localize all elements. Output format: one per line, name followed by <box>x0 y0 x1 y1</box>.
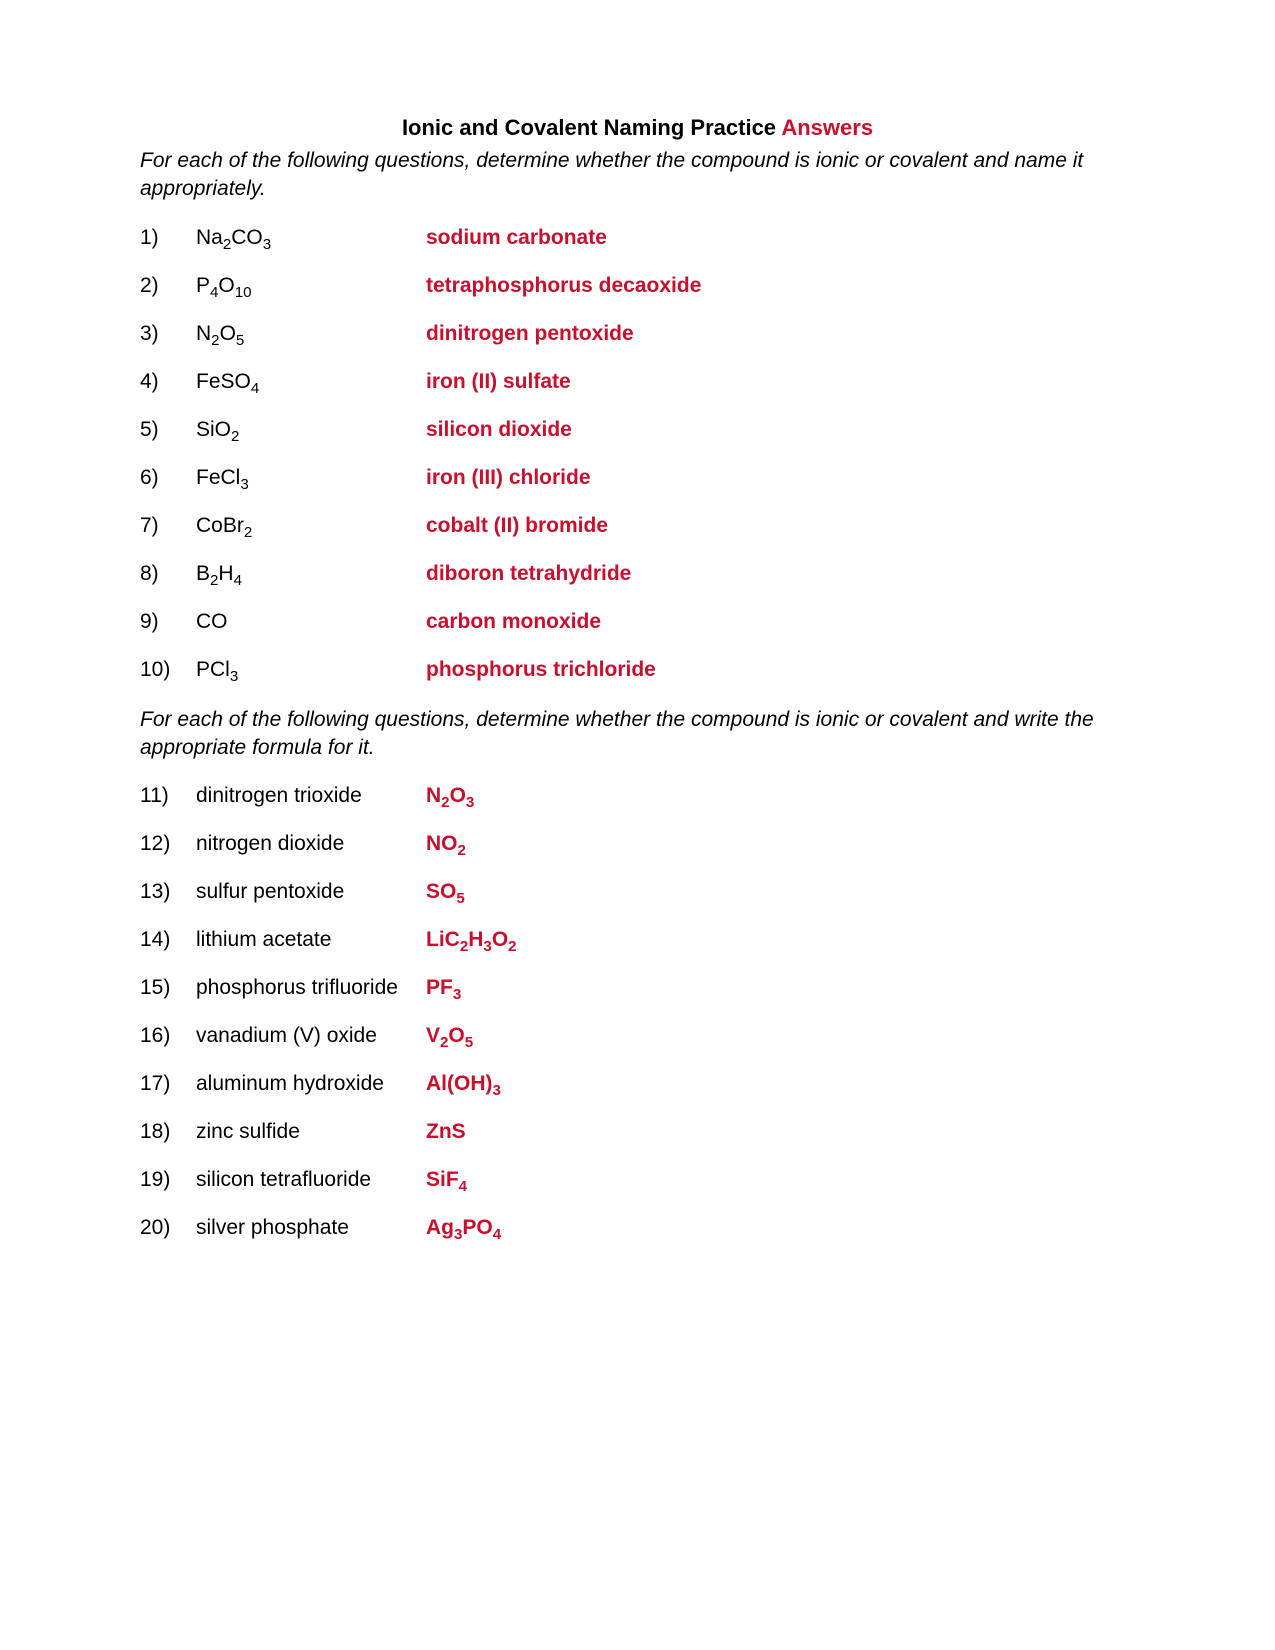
question-row: 9)COcarbon monoxide <box>140 610 1135 634</box>
compound-name: zinc sulfide <box>196 1120 426 1144</box>
answer-name: silicon dioxide <box>426 418 572 442</box>
title-answers: Answers <box>781 115 873 140</box>
question-number: 3) <box>140 322 196 346</box>
question-row: 16)vanadium (V) oxideV2O5 <box>140 1024 1135 1048</box>
answer-name: iron (II) sulfate <box>426 370 571 394</box>
question-row: 1)Na2CO3sodium carbonate <box>140 226 1135 250</box>
compound-formula: CO <box>196 610 426 634</box>
question-row: 13)sulfur pentoxideSO5 <box>140 880 1135 904</box>
question-number: 13) <box>140 880 196 904</box>
question-row: 6)FeCl3iron (III) chloride <box>140 466 1135 490</box>
compound-name: nitrogen dioxide <box>196 832 426 856</box>
question-row: 7)CoBr2cobalt (II) bromide <box>140 514 1135 538</box>
question-row: 18)zinc sulfideZnS <box>140 1120 1135 1144</box>
answer-name: tetraphosphorus decaoxide <box>426 274 701 298</box>
answer-formula: LiC2H3O2 <box>426 928 517 952</box>
question-number: 2) <box>140 274 196 298</box>
compound-formula: B2H4 <box>196 562 426 586</box>
answer-formula: Al(OH)3 <box>426 1072 501 1096</box>
compound-formula: N2O5 <box>196 322 426 346</box>
worksheet-page: Ionic and Covalent Naming Practice Answe… <box>0 0 1275 1240</box>
answer-name: cobalt (II) bromide <box>426 514 608 538</box>
question-row: 15)phosphorus trifluoridePF3 <box>140 976 1135 1000</box>
title-main: Ionic and Covalent Naming Practice <box>402 115 781 140</box>
compound-name: vanadium (V) oxide <box>196 1024 426 1048</box>
compound-formula: P4O10 <box>196 274 426 298</box>
question-number: 9) <box>140 610 196 634</box>
question-number: 15) <box>140 976 196 1000</box>
compound-formula: PCl3 <box>196 658 426 682</box>
compound-formula: FeCl3 <box>196 466 426 490</box>
question-number: 14) <box>140 928 196 952</box>
question-row: 10)PCl3phosphorus trichloride <box>140 658 1135 682</box>
question-number: 20) <box>140 1216 196 1240</box>
question-number: 7) <box>140 514 196 538</box>
question-number: 4) <box>140 370 196 394</box>
instructions-1: For each of the following questions, det… <box>140 147 1135 204</box>
question-row: 4)FeSO4iron (II) sulfate <box>140 370 1135 394</box>
question-row: 12)nitrogen dioxideNO2 <box>140 832 1135 856</box>
question-number: 18) <box>140 1120 196 1144</box>
question-row: 2)P4O10tetraphosphorus decaoxide <box>140 274 1135 298</box>
question-number: 5) <box>140 418 196 442</box>
section-2-list: 11)dinitrogen trioxideN2O3 12)nitrogen di… <box>140 784 1135 1240</box>
compound-name: aluminum hydroxide <box>196 1072 426 1096</box>
compound-name: dinitrogen trioxide <box>196 784 426 808</box>
answer-formula: SO5 <box>426 880 465 904</box>
answer-formula: V2O5 <box>426 1024 473 1048</box>
answer-name: dinitrogen pentoxide <box>426 322 634 346</box>
question-number: 16) <box>140 1024 196 1048</box>
compound-name: lithium acetate <box>196 928 426 952</box>
question-row: 5)SiO2silicon dioxide <box>140 418 1135 442</box>
answer-name: sodium carbonate <box>426 226 607 250</box>
question-row: 17)aluminum hydroxideAl(OH)3 <box>140 1072 1135 1096</box>
question-number: 12) <box>140 832 196 856</box>
section-1-list: 1)Na2CO3sodium carbonate 2)P4O10tetraphos… <box>140 226 1135 682</box>
answer-name: phosphorus trichloride <box>426 658 656 682</box>
question-number: 8) <box>140 562 196 586</box>
answer-formula: Ag3PO4 <box>426 1216 501 1240</box>
question-number: 1) <box>140 226 196 250</box>
answer-formula: PF3 <box>426 976 461 1000</box>
question-number: 10) <box>140 658 196 682</box>
compound-formula: Na2CO3 <box>196 226 426 250</box>
compound-name: silver phosphate <box>196 1216 426 1240</box>
answer-formula: N2O3 <box>426 784 474 808</box>
compound-formula: FeSO4 <box>196 370 426 394</box>
answer-formula: NO2 <box>426 832 466 856</box>
question-number: 6) <box>140 466 196 490</box>
page-title: Ionic and Covalent Naming Practice Answe… <box>140 115 1135 141</box>
question-number: 19) <box>140 1168 196 1192</box>
question-row: 19)silicon tetrafluorideSiF4 <box>140 1168 1135 1192</box>
answer-name: carbon monoxide <box>426 610 601 634</box>
compound-formula: SiO2 <box>196 418 426 442</box>
question-number: 17) <box>140 1072 196 1096</box>
question-row: 8)B2H4diboron tetrahydride <box>140 562 1135 586</box>
answer-name: iron (III) chloride <box>426 466 591 490</box>
question-row: 11)dinitrogen trioxideN2O3 <box>140 784 1135 808</box>
answer-name: diboron tetrahydride <box>426 562 631 586</box>
question-number: 11) <box>140 784 196 808</box>
compound-formula: CoBr2 <box>196 514 426 538</box>
answer-formula: SiF4 <box>426 1168 467 1192</box>
question-row: 3)N2O5dinitrogen pentoxide <box>140 322 1135 346</box>
question-row: 20)silver phosphateAg3PO4 <box>140 1216 1135 1240</box>
question-row: 14)lithium acetateLiC2H3O2 <box>140 928 1135 952</box>
compound-name: phosphorus trifluoride <box>196 976 426 1000</box>
compound-name: silicon tetrafluoride <box>196 1168 426 1192</box>
answer-formula: ZnS <box>426 1120 466 1144</box>
compound-name: sulfur pentoxide <box>196 880 426 904</box>
instructions-2: For each of the following questions, det… <box>140 706 1135 763</box>
